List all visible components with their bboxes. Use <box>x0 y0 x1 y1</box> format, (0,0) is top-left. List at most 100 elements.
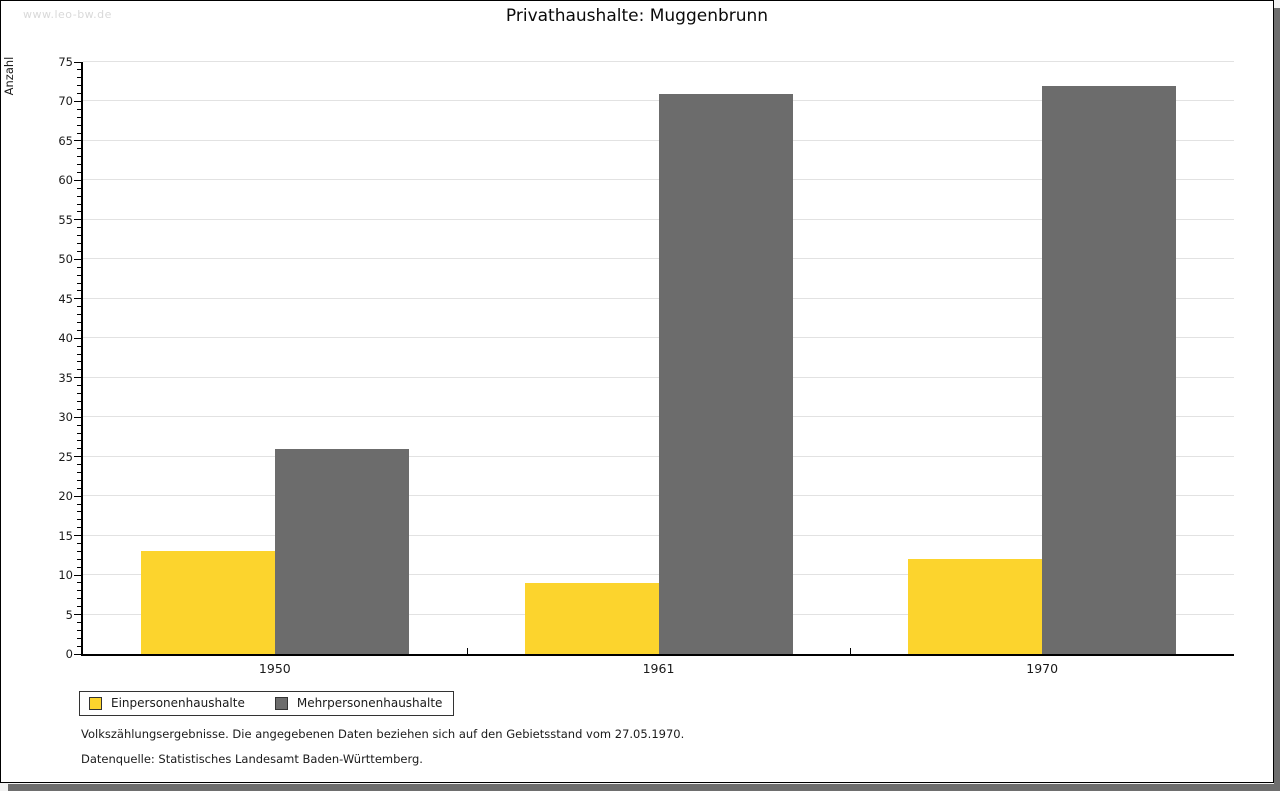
y-axis-major-tick <box>74 179 81 181</box>
y-axis-minor-tick <box>77 93 81 95</box>
watermark: www.leo-bw.de <box>23 8 112 21</box>
legend-swatch-icon <box>89 696 102 710</box>
y-axis-minor-tick <box>77 172 81 174</box>
bar-einpersonenhaushalte-1961[interactable] <box>524 582 659 654</box>
y-axis-minor-tick <box>77 543 81 544</box>
y-axis-major-tick <box>74 61 81 63</box>
y-axis-minor-tick <box>77 203 81 205</box>
y-axis-tick-label: 35 <box>58 370 73 385</box>
y-axis-minor-tick <box>77 243 81 245</box>
y-axis-minor-tick <box>77 487 81 489</box>
y-axis-minor-tick <box>77 227 81 229</box>
y-axis-minor-tick <box>77 637 81 639</box>
y-axis-minor-tick <box>77 464 81 466</box>
legend-label: Mehrpersonenhaushalte <box>296 696 443 710</box>
bar-mehrpersonenhaushalte-1961[interactable] <box>658 93 793 654</box>
page-shadow-right <box>1274 8 1280 791</box>
y-axis-minor-tick <box>77 503 81 505</box>
chart-title: Privathaushalte: Muggenbrunn <box>505 6 769 26</box>
x-axis-category-label: 1970 <box>1026 661 1059 676</box>
y-axis-minor-tick <box>77 361 81 363</box>
y-axis-minor-tick <box>77 645 81 647</box>
y-axis-minor-tick <box>77 282 81 284</box>
y-axis-minor-tick <box>77 558 81 560</box>
y-axis-major-tick <box>74 535 81 537</box>
y-axis-minor-tick <box>77 306 81 308</box>
y-axis-minor-tick <box>77 164 81 166</box>
y-axis-minor-tick <box>77 629 81 631</box>
y-axis-minor-tick <box>77 195 81 197</box>
y-axis-tick-label: 65 <box>58 133 73 148</box>
legend-item-einpersonenhaushalte: Einpersonenhaushalte <box>89 696 245 710</box>
y-axis-major-tick <box>74 377 81 379</box>
y-axis-major-tick <box>74 614 81 616</box>
y-axis-minor-tick <box>77 85 81 87</box>
y-axis-minor-tick <box>77 314 81 316</box>
y-axis-tick-label: 10 <box>58 568 73 583</box>
y-axis-minor-tick <box>77 606 81 608</box>
y-axis-minor-tick <box>77 124 81 126</box>
y-axis-tick-label: 30 <box>58 410 73 425</box>
y-axis-minor-tick <box>77 148 81 150</box>
bar-einpersonenhaushalte-1970[interactable] <box>908 559 1043 654</box>
gridline <box>83 61 1234 62</box>
y-axis-minor-tick <box>77 116 81 118</box>
y-axis-minor-tick <box>77 321 81 323</box>
y-axis-minor-tick <box>77 393 81 395</box>
y-axis-minor-tick <box>77 156 81 158</box>
legend-item-mehrpersonenhaushalte: Mehrpersonenhaushalte <box>274 696 443 710</box>
y-axis-minor-tick <box>77 519 81 521</box>
y-axis-minor-tick <box>77 369 81 371</box>
x-axis-category-label: 1961 <box>642 661 675 676</box>
y-axis-major-tick <box>74 219 81 221</box>
y-axis-minor-tick <box>77 590 81 592</box>
y-axis-tick-label: 15 <box>58 528 73 543</box>
y-axis-minor-tick <box>77 353 81 355</box>
y-axis-tick-label: 50 <box>58 252 73 267</box>
y-axis-minor-tick <box>77 511 81 513</box>
y-axis-minor-tick <box>77 448 81 450</box>
y-axis-major-tick <box>74 574 81 576</box>
y-axis-minor-tick <box>77 527 81 529</box>
y-axis-tick-label: 45 <box>58 291 73 306</box>
y-axis-minor-tick <box>77 108 81 110</box>
y-axis-minor-tick <box>77 250 81 252</box>
y-axis-major-tick <box>74 298 81 300</box>
y-axis-minor-tick <box>77 266 81 268</box>
bar-mehrpersonenhaushalte-1950[interactable] <box>274 448 409 654</box>
y-axis-minor-tick <box>77 274 81 276</box>
y-axis-major-tick <box>74 337 81 339</box>
y-axis-tick-label: 5 <box>65 607 73 622</box>
y-axis-minor-tick <box>77 566 81 568</box>
y-axis-major-tick <box>74 100 81 102</box>
y-axis-tick-label: 25 <box>58 449 73 464</box>
y-axis-major-tick <box>74 456 81 458</box>
y-axis-minor-tick <box>77 400 81 402</box>
y-axis-tick-label: 40 <box>58 331 73 346</box>
x-axis-boundary-tick <box>466 648 468 654</box>
y-axis-major-tick <box>74 416 81 418</box>
y-axis-minor-tick <box>77 621 81 623</box>
y-axis-minor-tick <box>77 440 81 442</box>
y-axis-tick-label: 60 <box>58 173 73 188</box>
y-axis-minor-tick <box>77 187 81 189</box>
y-axis-major-tick <box>74 140 81 142</box>
bar-mehrpersonenhaushalte-1970[interactable] <box>1042 85 1177 654</box>
bar-einpersonenhaushalte-1950[interactable] <box>140 551 275 654</box>
y-axis-minor-tick <box>77 345 81 347</box>
y-axis-minor-tick <box>77 235 81 237</box>
footnote-datasource: Datenquelle: Statistisches Landesamt Bad… <box>81 752 423 766</box>
legend-swatch-icon <box>274 696 288 710</box>
y-axis-minor-tick <box>77 77 81 79</box>
y-axis-minor-tick <box>77 329 81 331</box>
y-axis-minor-tick <box>77 132 81 134</box>
y-axis-minor-tick <box>77 211 81 213</box>
y-axis-minor-tick <box>77 290 81 292</box>
page-shadow-bottom <box>8 784 1280 791</box>
y-axis-tick-label: 75 <box>58 55 73 69</box>
legend: Einpersonenhaushalte Mehrpersonenhaushalt… <box>79 691 455 716</box>
plot-area: 0 5 10 15 20 25 30 35 40 45 50 55 60 65 70 75 1950 1961 19… <box>58 55 1234 676</box>
y-axis-tick-label: 20 <box>58 489 73 504</box>
y-axis-minor-tick <box>77 424 81 426</box>
